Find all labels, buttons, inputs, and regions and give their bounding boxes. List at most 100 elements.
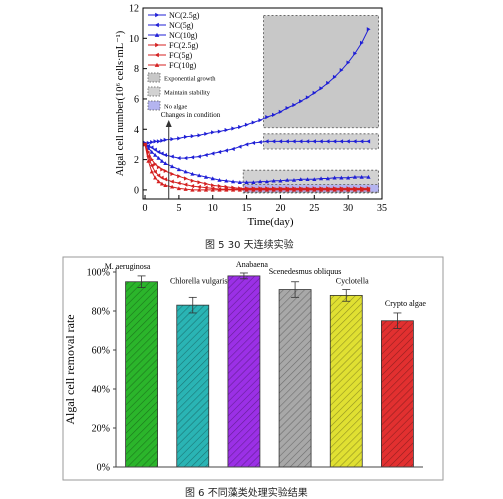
series-3-point [160, 167, 165, 172]
x-tick-label: 15 [242, 203, 252, 214]
series-0-point [197, 133, 202, 138]
legend-label: NC(10g) [169, 31, 198, 40]
series-5-point [325, 187, 330, 192]
series-5-point [258, 187, 263, 192]
series-1-point [176, 155, 181, 161]
series-1-point [325, 139, 330, 144]
legend-region-label: Exponential growth [164, 76, 216, 83]
series-1-point [190, 155, 195, 160]
bar-3 [278, 289, 312, 468]
series-1-point [278, 139, 283, 144]
series-2-point [298, 177, 303, 181]
series-0-point [153, 139, 158, 144]
series-0-point [204, 131, 209, 136]
series-1-point [359, 139, 364, 144]
series-2-point [224, 178, 229, 183]
series-2-point [230, 179, 236, 184]
figure-5-caption: 图 5 30 天连续实验 [205, 240, 294, 251]
plot-frame [142, 7, 383, 200]
series-0-point [353, 51, 358, 56]
series-1-point [298, 139, 303, 144]
series-3-point [217, 184, 222, 189]
series-2-point [190, 171, 195, 176]
series-4-point [153, 169, 157, 174]
series-2-point [163, 161, 168, 166]
bar-chart-frame [62, 256, 444, 481]
series-3-point [170, 171, 175, 177]
series-1-point [203, 152, 208, 158]
category-label: Crypto algae [385, 299, 427, 308]
series-0-point [251, 120, 256, 125]
legend-marker [155, 12, 160, 18]
series-1-point [159, 151, 164, 156]
y-tick-label: 8 [134, 64, 139, 75]
series-2-point [156, 155, 161, 160]
series-5-point [332, 187, 337, 192]
y-tick-label: 0% [97, 463, 110, 474]
series-5-point [237, 187, 242, 192]
legend-region-label: No algae [164, 104, 187, 111]
series-0-point [299, 99, 303, 104]
series-5-point [197, 187, 202, 192]
y-tick-label: 0 [134, 185, 139, 196]
series-2-point [346, 175, 351, 180]
series-5-point [278, 187, 283, 192]
legend-label: FC(2.5g) [169, 41, 198, 50]
series-2-point [366, 174, 371, 179]
bar-2 [227, 275, 261, 468]
series-2-point [170, 164, 175, 169]
legend-swatch [147, 100, 161, 111]
series-5-point [217, 187, 222, 192]
series-5-point [163, 183, 168, 188]
series-1-point [183, 155, 188, 161]
series-0-point [183, 134, 188, 139]
series-5-point [153, 175, 158, 180]
series-5-point [203, 187, 209, 192]
series-1-point [146, 143, 151, 149]
category-label: Anabaena [236, 260, 268, 269]
series-2-point [271, 178, 276, 183]
series-3-point [150, 157, 154, 162]
series-2-point [159, 159, 165, 163]
y-tick-label: 10 [129, 34, 139, 45]
series-1-point [251, 140, 256, 146]
series-5-point [312, 187, 317, 192]
series-2-point [264, 179, 270, 184]
series-5-point [264, 187, 270, 192]
series-3-point [183, 176, 188, 181]
y-tick-label: 100% [87, 268, 110, 279]
series-5-point [183, 187, 188, 191]
series-1-point [285, 139, 289, 144]
series-5-point [251, 187, 256, 192]
bar-5 [381, 320, 414, 468]
category-label: M. aeruginosa [105, 262, 151, 271]
x-tick-label: 30 [343, 203, 353, 214]
y-tick-label: 4 [134, 125, 139, 136]
series-1-point [149, 145, 154, 150]
category-label: Chlorella vulgaris [170, 276, 228, 285]
series-0-point [190, 133, 195, 139]
legend-label: NC(2.5g) [169, 11, 200, 20]
series-5-point [176, 186, 181, 191]
x-tick-label: 25 [309, 203, 319, 214]
series-5-point [285, 187, 290, 192]
series-0-point [319, 86, 324, 91]
series-0-point [305, 95, 310, 100]
series-0-point [160, 138, 165, 143]
series-0-point [326, 80, 330, 86]
series-4-point [159, 175, 164, 180]
series-2-point [258, 179, 263, 184]
legend-marker [154, 22, 159, 28]
series-2-point [339, 175, 344, 180]
bar-1 [176, 304, 210, 468]
series-3-point [163, 168, 168, 174]
series-5-point [156, 179, 161, 184]
y-tick-label: 20% [92, 424, 110, 435]
series-4-point [156, 173, 161, 178]
series-0-point [211, 130, 215, 135]
series-1-point [197, 154, 201, 159]
series-0-point [224, 127, 229, 133]
annotation-text: Changes in condition [161, 111, 221, 119]
bar-0 [125, 281, 158, 468]
series-3-point [153, 162, 158, 167]
